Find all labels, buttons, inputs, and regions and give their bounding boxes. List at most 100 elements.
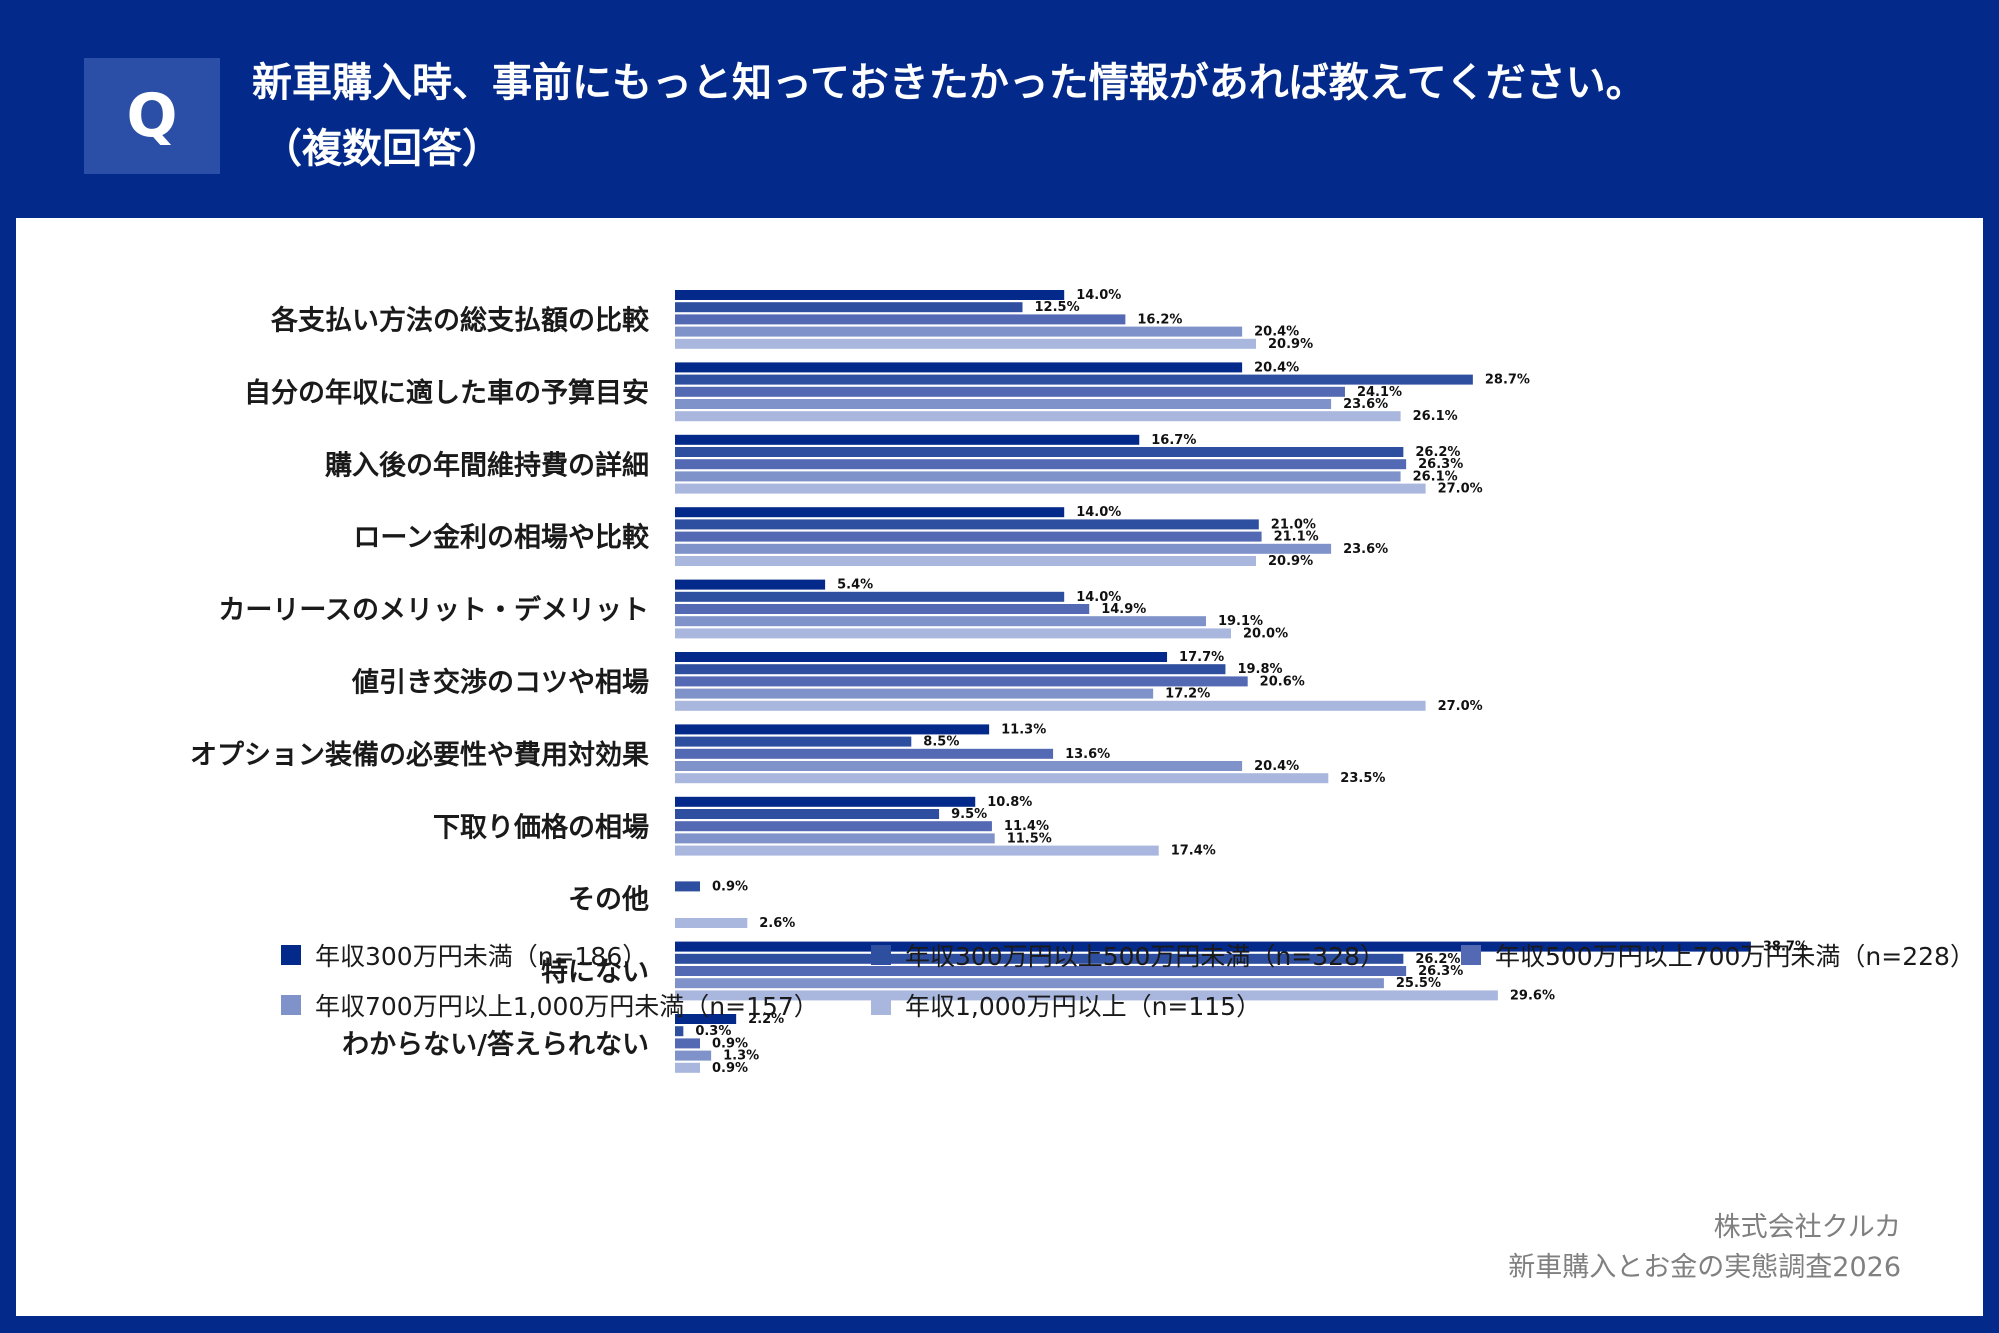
header: Q 新車購入時、事前にもっと知っておきたかった情報があれば教えてください。 （複… (0, 0, 1999, 215)
credit-survey: 新車購入とお金の実態調査2026 (1508, 1252, 1901, 1283)
data-label: 0.9% (712, 1061, 748, 1076)
legend-label: 年収700万円以上1,000万円未満（n=157） (315, 992, 819, 1021)
bar (675, 591, 1065, 602)
bar (675, 796, 976, 807)
data-label: 12.5% (1035, 300, 1080, 315)
data-label: 24.1% (1357, 385, 1402, 400)
data-label: 28.7% (1485, 373, 1530, 388)
data-label: 26.1% (1413, 469, 1458, 484)
data-label: 20.4% (1254, 360, 1299, 375)
data-label: 11.4% (1004, 819, 1049, 834)
data-label: 21.1% (1274, 530, 1319, 545)
legend-label: 年収300万円以上500万円未満（n=328） (905, 942, 1385, 971)
legend-swatch (281, 995, 301, 1015)
bar (675, 881, 701, 892)
category-group: ローン金利の相場や比較 14.0% 21.0%21.1% 23.6% 20.9% (353, 505, 1388, 569)
data-label: 25.5% (1396, 976, 1441, 991)
legend-item: 年収500万円以上700万円未満（n=228） (1461, 937, 1975, 973)
data-label: 16.2% (1137, 312, 1182, 327)
data-label: 29.6% (1510, 988, 1555, 1003)
data-label: 20.9% (1268, 337, 1313, 352)
data-label: 21.0% (1271, 517, 1316, 532)
bar (675, 531, 1262, 542)
bar (675, 386, 1345, 397)
legend-label: 年収500万円以上700万円未満（n=228） (1495, 942, 1975, 971)
bar-chart: 各支払い方法の総支払額の比較14.0%12.5%16.2%20.4%20.9%自… (190, 288, 1808, 1076)
data-label: 17.7% (1179, 650, 1224, 665)
bar (675, 483, 1426, 494)
category-label: その他 (568, 885, 649, 916)
data-label: 27.0% (1438, 482, 1483, 497)
data-label: 20.0% (1243, 626, 1288, 641)
data-label: 5.4% (837, 578, 873, 593)
credit-company: 株式会社クルカ (1713, 1212, 1901, 1243)
legend-item: 年収300万円以上500万円未満（n=328） (871, 937, 1385, 973)
bar (675, 773, 1329, 784)
category-group: オプション装備の必要性や費用対効果 11.3% 8.5% 13.6% 20.4% 23.5… (190, 722, 1385, 786)
data-label: 0.9% (712, 879, 748, 894)
data-label: 17.2% (1165, 687, 1210, 702)
bar (675, 966, 1407, 976)
legend-item: 年収300万円未満（n=186） (281, 937, 647, 973)
bar (675, 941, 1751, 952)
data-label: 23.6% (1343, 397, 1388, 412)
bar (675, 688, 1154, 699)
category-group: 下取り価格の相場 10.8%9.5% 11.4%11.5% 17.4% (433, 795, 1216, 859)
bar (675, 604, 1090, 614)
category-group: 自分の年収に適した車の予算目安 20.4% 28.7% 24.1%23.6% 26.1% (244, 360, 1530, 424)
data-label: 20.9% (1268, 554, 1313, 569)
data-label: 20.4% (1254, 759, 1299, 774)
bar (675, 302, 1023, 313)
chart-panel: 各支払い方法の総支払額の比較 14.0% 12.5% 16.2% 20.4% 20.9% 自… (16, 218, 1983, 1316)
data-label: 0.3% (695, 1024, 731, 1039)
bar (675, 833, 995, 844)
credit: 株式会社クルカ 新車購入とお金の実態調査2026 (1508, 1208, 1901, 1288)
bar (675, 411, 1401, 422)
data-label: 14.0% (1076, 505, 1121, 520)
bar (675, 809, 940, 819)
data-label: 26.3% (1418, 457, 1463, 472)
bar (675, 652, 1168, 662)
bar (675, 459, 1407, 470)
data-label: 17.4% (1171, 844, 1216, 859)
bar (675, 326, 1243, 337)
data-label: 14.0% (1076, 288, 1121, 303)
bar (675, 1014, 737, 1024)
bar (675, 314, 1126, 325)
bar (675, 1062, 701, 1073)
bar (675, 736, 912, 747)
legend-item: 年収700万円以上1,000万円未満（n=157） (281, 987, 819, 1023)
data-label: 11.5% (1007, 831, 1052, 846)
bar (675, 821, 992, 832)
category-label: 値引き交渉のコツや相場 (351, 667, 649, 699)
bar (675, 748, 1054, 759)
bar (675, 471, 1401, 482)
bar (675, 519, 1259, 530)
category-label: ローン金利の相場や比較 (353, 522, 650, 554)
legend-label: 年収1,000万円以上（n=115） (905, 992, 1262, 1021)
bar (675, 1026, 684, 1037)
bar (675, 628, 1231, 639)
bar (675, 1050, 712, 1061)
data-label: 19.1% (1218, 614, 1263, 629)
legend-item: 年収1,000万円以上（n=115） (871, 987, 1261, 1023)
data-label: 10.8% (987, 795, 1032, 810)
bar (675, 724, 990, 735)
data-label: 14.0% (1076, 590, 1121, 605)
bar (675, 845, 1159, 856)
category-label: カーリースのメリット・デメリット (218, 594, 649, 626)
bar (675, 290, 1065, 300)
category-label: 下取り価格の相場 (433, 812, 649, 843)
bar (675, 700, 1426, 711)
category-group: 特にない 38.7% 26.2%26.3%25.5% 29.6% (541, 940, 1808, 1004)
data-label: 26.1% (1413, 409, 1458, 424)
bar (675, 374, 1473, 385)
data-label: 26.2% (1415, 952, 1460, 967)
category-label: わからない/答えられない (342, 1029, 649, 1061)
category-group: その他 0.9% 2.6% (568, 879, 795, 931)
data-label: 23.6% (1343, 542, 1388, 557)
legend-swatch (871, 945, 891, 965)
category-label: 特にない (541, 957, 649, 988)
data-label: 23.5% (1340, 771, 1385, 786)
